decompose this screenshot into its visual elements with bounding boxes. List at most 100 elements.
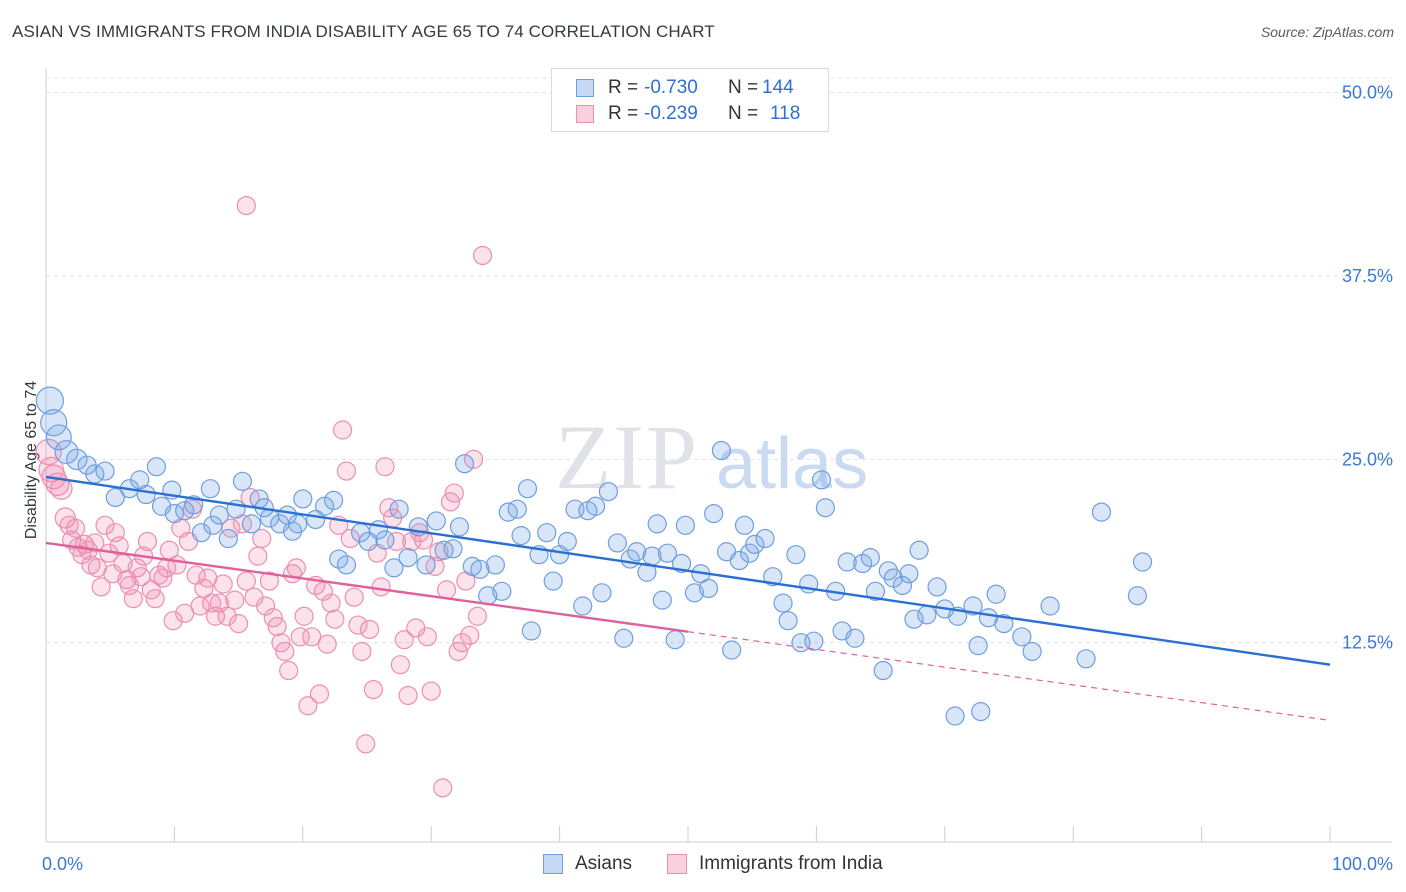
- watermark-atlas: atlas: [716, 424, 868, 504]
- asians-point: [232, 471, 253, 491]
- asians-point: [389, 499, 409, 519]
- india-point: [236, 196, 256, 216]
- asians-point: [598, 482, 618, 502]
- india-point: [62, 530, 82, 550]
- asians-point: [815, 498, 835, 518]
- asians-point: [426, 511, 446, 531]
- india-point: [325, 609, 345, 629]
- legend-row-india: R = -0.239 N = 118: [576, 103, 800, 125]
- asians-point: [971, 701, 991, 722]
- india-point: [394, 630, 414, 650]
- asians-point: [203, 515, 223, 535]
- x-tick-label: 100.0%: [1332, 854, 1393, 874]
- india-point: [417, 627, 437, 647]
- india-point: [290, 627, 310, 647]
- source-label: Source: ZipAtlas.com: [1260, 24, 1394, 40]
- asians-point: [652, 590, 672, 610]
- asians-point: [191, 523, 211, 543]
- india-point: [321, 593, 341, 613]
- india-point: [267, 616, 287, 637]
- asians-point: [899, 564, 919, 584]
- y-tick-label: 12.5%: [1342, 633, 1393, 653]
- asians-point: [54, 439, 79, 465]
- india-point: [65, 518, 86, 538]
- asians-point: [837, 552, 857, 572]
- asians-point: [684, 583, 705, 603]
- asians-point: [722, 640, 742, 660]
- india-point: [103, 564, 123, 584]
- chart-title: ASIAN VS IMMIGRANTS FROM INDIA DISABILIT…: [12, 22, 715, 41]
- india-point: [145, 589, 165, 609]
- india-point: [248, 546, 268, 566]
- legend-r-label: R =: [608, 103, 639, 124]
- bottom-legend-india: Immigrants from India: [667, 852, 883, 876]
- asians-point: [671, 553, 692, 574]
- watermark: ZIP atlas: [555, 406, 868, 508]
- india-point: [236, 571, 256, 591]
- legend-n-value: 118: [770, 103, 801, 124]
- y-tick-label: 50.0%: [1342, 83, 1393, 103]
- india-point: [255, 596, 276, 616]
- asians-point: [470, 559, 490, 579]
- asians-point: [573, 596, 593, 616]
- asians-point: [917, 605, 937, 625]
- asians-point: [657, 543, 678, 563]
- india-point: [302, 627, 322, 647]
- asians-point: [704, 503, 724, 524]
- india-point: [213, 574, 233, 594]
- asians-point: [963, 596, 983, 616]
- asians-point: [755, 528, 775, 549]
- legend-n-label: N =: [728, 103, 759, 124]
- asians-point: [734, 515, 755, 535]
- india-point: [363, 679, 384, 700]
- asians-point: [218, 528, 238, 549]
- asians-point: [507, 499, 527, 519]
- india-point: [336, 461, 357, 481]
- asians-point: [105, 487, 125, 508]
- india-point: [467, 606, 488, 626]
- asians-point: [146, 457, 167, 477]
- asians-point: [845, 628, 865, 648]
- asians-point: [675, 515, 696, 535]
- asians-point: [1022, 641, 1042, 662]
- asians-point: [329, 549, 349, 569]
- asians-point: [853, 553, 873, 574]
- asians-point: [336, 555, 357, 575]
- asians-point: [698, 578, 719, 599]
- asians-point: [517, 479, 538, 499]
- india-point: [259, 571, 280, 591]
- data-points: [35, 196, 1153, 798]
- asians-point: [665, 630, 685, 650]
- legend-n-value: 144: [762, 77, 794, 98]
- trend-lines: [45, 475, 1331, 721]
- india-point: [452, 633, 472, 653]
- india-point: [437, 580, 457, 600]
- asians-point: [729, 550, 749, 571]
- india-point: [472, 245, 493, 266]
- india-point: [379, 498, 399, 518]
- india-point: [460, 625, 480, 645]
- legend-n-label: N =: [728, 77, 759, 98]
- asians-point: [1076, 649, 1096, 669]
- india-point: [371, 577, 391, 597]
- asians-point: [443, 539, 463, 559]
- legend-row-asians: R = -0.730 N = 144: [576, 77, 794, 99]
- asians-point: [1127, 586, 1148, 606]
- legend-swatch-asians: [576, 79, 594, 97]
- asians-point: [293, 489, 313, 509]
- india-point: [356, 734, 376, 754]
- asians-point: [892, 575, 913, 596]
- asians-point: [35, 386, 64, 415]
- asians-point: [986, 584, 1006, 604]
- asians-point: [745, 534, 765, 555]
- india-point: [275, 641, 295, 662]
- india-point: [433, 778, 453, 798]
- india-point: [279, 660, 299, 681]
- asians-point: [384, 558, 404, 578]
- asians-point: [607, 533, 627, 553]
- asians-point: [873, 660, 893, 681]
- asians-point: [492, 581, 512, 601]
- india-point: [352, 641, 372, 662]
- asians-point: [66, 448, 88, 471]
- asians-point: [209, 505, 229, 525]
